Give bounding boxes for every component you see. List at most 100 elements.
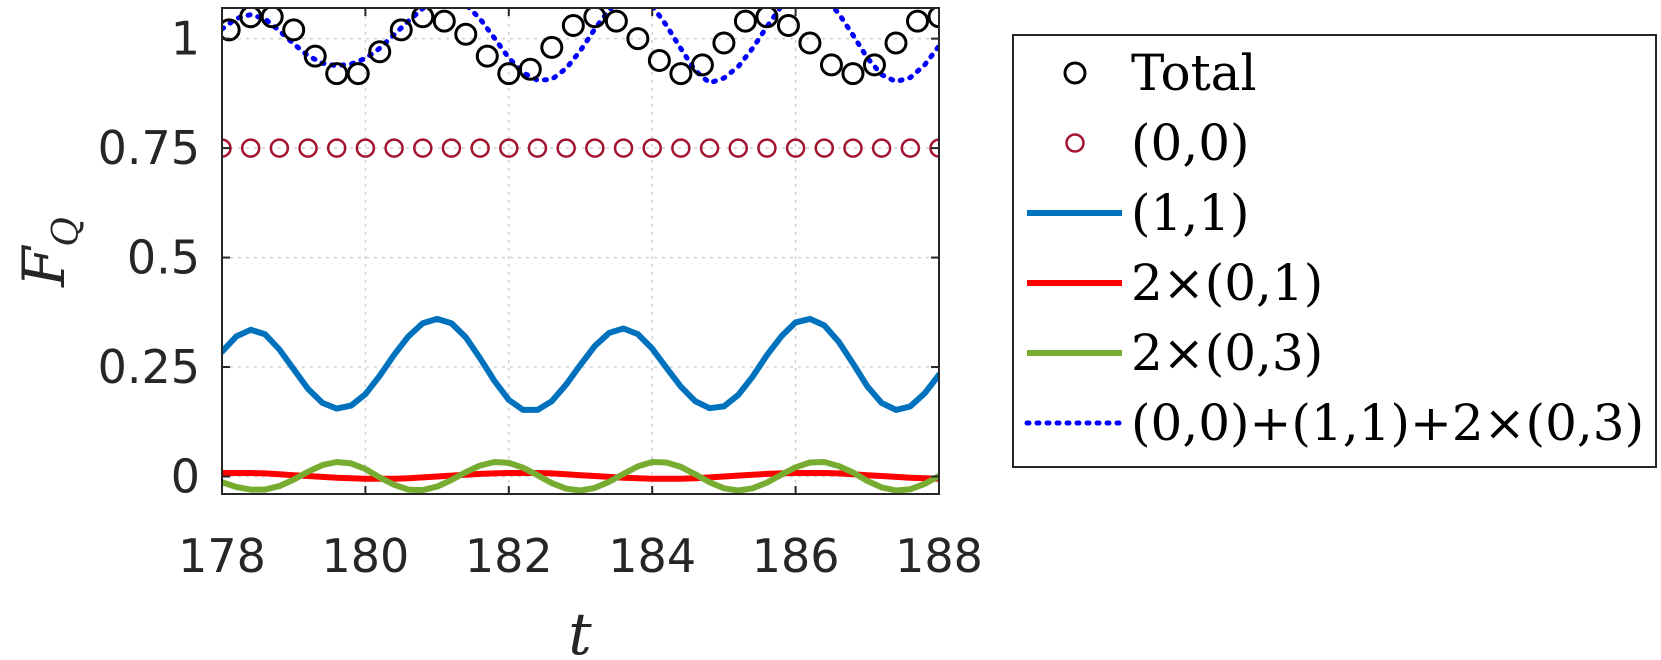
- plot-frame: [221, 7, 940, 495]
- x-tick-label: 182: [465, 529, 553, 583]
- grid: [222, 8, 939, 494]
- data-point: [776, 14, 800, 38]
- data-point: [841, 62, 865, 86]
- tick-labels: 178 180 182 184 186 188 0 0.25 0.5 0.75 1: [98, 12, 983, 583]
- data-point: [585, 138, 605, 158]
- data-point: [647, 49, 671, 73]
- series-line-2-0-1: [222, 470, 939, 482]
- series-total-markers: [222, 8, 939, 86]
- data-point: [518, 57, 542, 81]
- data-point: [432, 9, 456, 33]
- legend-item-2-0-3: 2×(0,3): [1027, 324, 1323, 382]
- data-point: [884, 31, 908, 55]
- data-point: [613, 138, 634, 158]
- y-tick-label: 0: [171, 449, 200, 503]
- data-point: [384, 138, 404, 158]
- data-point: [303, 44, 327, 68]
- data-point: [368, 40, 392, 64]
- y-tick-label: 1: [171, 12, 200, 66]
- y-axis-label: FQ: [10, 217, 87, 288]
- data-point: [583, 8, 607, 29]
- x-tick-label: 188: [895, 529, 983, 583]
- data-point: [269, 138, 290, 158]
- series-line-1-1: [222, 315, 939, 413]
- series-line-0-0-1-1-2-0-3: [222, 8, 939, 86]
- x-tick-label: 184: [608, 529, 696, 583]
- data-point: [929, 138, 939, 158]
- data-point: [413, 138, 433, 158]
- legend-label: (0,0): [1131, 114, 1250, 172]
- x-tick-label: 180: [321, 529, 409, 583]
- svg-text:FQ: FQ: [10, 217, 87, 288]
- legend-label: 2×(0,1): [1131, 254, 1323, 312]
- data-point: [905, 9, 929, 33]
- y-axis-label-sub: Q: [46, 217, 87, 247]
- series-line-2-0-3: [222, 459, 939, 494]
- data-point: [222, 138, 232, 158]
- data-point: [282, 18, 306, 42]
- data-point: [785, 138, 806, 158]
- data-point: [411, 8, 435, 29]
- data-point: [642, 138, 662, 158]
- legend-item-1-1: (1,1): [1027, 184, 1250, 242]
- legend-item-0-0-1-1-2-0-3: (0,0)+(1,1)+2×(0,3): [1024, 394, 1644, 452]
- legend-label: (0,0)+(1,1)+2×(0,3): [1131, 394, 1644, 452]
- data-point: [604, 9, 628, 33]
- data-point: [475, 44, 499, 68]
- data-point: [690, 53, 714, 77]
- x-tick-label: 178: [178, 529, 266, 583]
- data-point: [712, 31, 736, 55]
- data-point: [561, 14, 585, 38]
- data-point: [843, 138, 863, 158]
- plot-area: [222, 8, 939, 494]
- data-point: [819, 53, 843, 77]
- data-point: [222, 18, 241, 42]
- data-point: [240, 138, 261, 158]
- data-point: [556, 138, 576, 158]
- data-point: [540, 35, 564, 59]
- data-point: [239, 8, 263, 29]
- legend-label: 2×(0,3): [1131, 324, 1323, 382]
- data-point: [325, 62, 349, 86]
- data-point: [757, 138, 777, 158]
- data-point: [900, 138, 921, 158]
- data-point: [454, 22, 478, 46]
- legend-item-0-0: (0,0): [1065, 114, 1250, 172]
- series-layer: [222, 8, 939, 494]
- data-point: [355, 138, 376, 158]
- legend-item-2-0-1: 2×(0,1): [1027, 254, 1323, 312]
- data-point: [733, 9, 757, 33]
- legend-box: [1012, 34, 1657, 468]
- x-tick-label: 186: [752, 529, 840, 583]
- data-point: [728, 138, 748, 158]
- legend: Total (0,0) (1,1) 2×(0,1) 2×(0,3) (0,0)+(1,1)…: [1012, 34, 1657, 468]
- legend-marker: [1063, 61, 1087, 85]
- ticks: [221, 8, 940, 494]
- data-point: [389, 18, 413, 42]
- y-tick-label: 0.75: [98, 121, 200, 175]
- legend-item-total: Total: [1063, 44, 1256, 102]
- y-axis-label-main: F: [10, 245, 78, 288]
- data-point: [346, 62, 370, 86]
- series-0-0-markers: [222, 138, 939, 158]
- data-point: [499, 138, 519, 158]
- data-point: [871, 138, 892, 158]
- data-point: [626, 27, 650, 51]
- data-point: [814, 138, 835, 158]
- data-point: [862, 53, 886, 77]
- legend-label: (1,1): [1131, 184, 1250, 242]
- legend-marker: [1065, 133, 1085, 153]
- data-point: [470, 138, 490, 158]
- data-point: [441, 138, 462, 158]
- data-point: [699, 138, 720, 158]
- data-point: [527, 138, 548, 158]
- data-point: [671, 138, 691, 158]
- data-point: [298, 138, 318, 158]
- data-point: [497, 62, 521, 86]
- data-point: [927, 8, 939, 29]
- legend-label: Total: [1131, 44, 1256, 102]
- y-tick-label: 0.5: [127, 231, 200, 285]
- data-point: [669, 62, 693, 86]
- data-point: [260, 8, 284, 29]
